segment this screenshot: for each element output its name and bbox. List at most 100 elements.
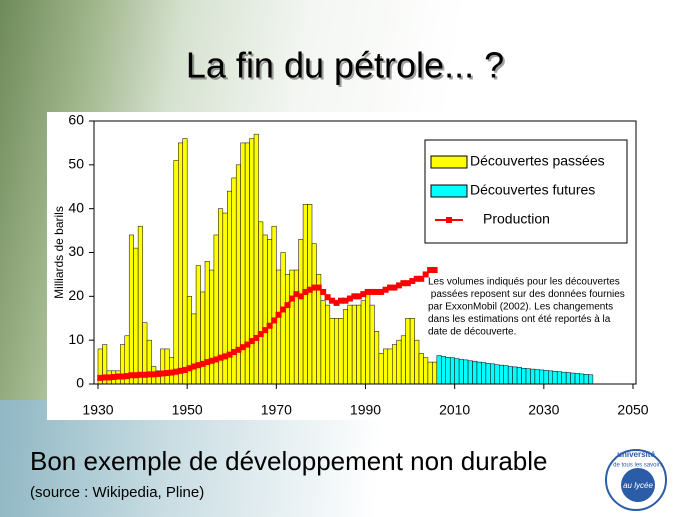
marker	[297, 293, 304, 300]
logo-inner	[621, 468, 655, 502]
bar	[191, 313, 197, 385]
marker	[284, 302, 291, 309]
marker	[159, 370, 166, 377]
bar	[396, 339, 402, 385]
marker	[155, 370, 162, 377]
bar	[409, 318, 415, 385]
marker	[275, 311, 282, 318]
bar	[494, 364, 500, 385]
y-tick-label: 50	[68, 156, 84, 172]
marker	[311, 284, 318, 291]
bar	[481, 362, 487, 385]
marker	[266, 322, 273, 329]
bar	[565, 372, 571, 385]
marker	[280, 306, 287, 313]
bar	[441, 356, 446, 385]
bar	[347, 304, 353, 385]
bar	[543, 370, 549, 385]
legend-swatch	[430, 155, 468, 169]
bar	[400, 335, 406, 385]
bar	[485, 363, 491, 385]
bar	[472, 360, 478, 385]
bar	[570, 372, 576, 385]
marker	[427, 267, 434, 274]
marker	[409, 277, 416, 284]
marker	[181, 366, 188, 373]
bar	[285, 274, 290, 385]
bar	[534, 369, 540, 385]
bar	[467, 360, 473, 385]
marker	[226, 351, 233, 358]
bar	[378, 353, 384, 385]
marker	[293, 291, 300, 298]
marker	[217, 354, 224, 361]
marker	[315, 284, 322, 291]
bar	[383, 348, 389, 385]
bar	[525, 368, 531, 385]
marker	[190, 363, 197, 370]
marker	[150, 371, 157, 378]
marker	[391, 284, 398, 291]
y-tick-label: 10	[68, 331, 84, 347]
marker	[418, 275, 425, 282]
bar	[449, 357, 455, 385]
marker	[208, 357, 215, 364]
bar	[418, 353, 424, 385]
annotation: dans les estimations ont été reportés à …	[428, 314, 611, 325]
bar	[476, 361, 482, 385]
bar	[583, 374, 589, 385]
bar	[133, 247, 139, 385]
annotation: passées reposent sur des données fournie…	[428, 289, 625, 300]
marker	[431, 267, 438, 274]
bar	[521, 367, 527, 385]
y-tick-label: 30	[68, 243, 84, 259]
marker	[346, 295, 353, 302]
subtitle: Bon exemple de développement non durable	[30, 446, 548, 476]
legend-marker	[446, 217, 452, 223]
marker	[306, 286, 313, 293]
legend-swatch	[430, 184, 468, 198]
bar	[387, 348, 393, 385]
x-tick-label: 2010	[439, 402, 470, 418]
bar	[392, 344, 397, 385]
bar	[173, 160, 179, 385]
marker	[199, 360, 206, 367]
x-tick-label: 1990	[350, 402, 381, 418]
marker	[195, 362, 202, 369]
marker	[168, 369, 175, 376]
bar	[588, 374, 594, 385]
marker	[337, 297, 344, 304]
bar	[276, 269, 282, 385]
marker	[387, 284, 394, 291]
marker	[373, 288, 380, 295]
bar	[539, 369, 545, 385]
bar	[548, 370, 554, 385]
marker	[186, 365, 193, 372]
bar	[432, 361, 438, 385]
y-tick-label: 20	[68, 287, 84, 303]
marker	[333, 299, 340, 306]
bar	[360, 300, 366, 385]
bar	[556, 371, 562, 385]
bar	[427, 361, 433, 385]
marker	[382, 286, 389, 293]
axis	[93, 120, 637, 385]
annotation: date de découverte.	[428, 327, 516, 338]
marker	[288, 295, 295, 302]
bar	[356, 304, 362, 385]
x-tick-label: 1930	[82, 402, 113, 418]
marker	[132, 372, 139, 379]
marker	[422, 271, 429, 278]
bar	[561, 371, 567, 385]
logo: université de tous les savoirs au lycée	[605, 449, 667, 511]
bar	[293, 269, 299, 385]
bar	[414, 339, 420, 385]
bar	[490, 363, 496, 385]
slide-title: La fin du pétrole... ?	[186, 45, 504, 86]
bar	[182, 138, 188, 385]
marker	[271, 317, 278, 324]
marker	[355, 293, 362, 300]
source: (source : Wikipedia, Pline)	[30, 484, 204, 501]
bar	[458, 359, 464, 385]
